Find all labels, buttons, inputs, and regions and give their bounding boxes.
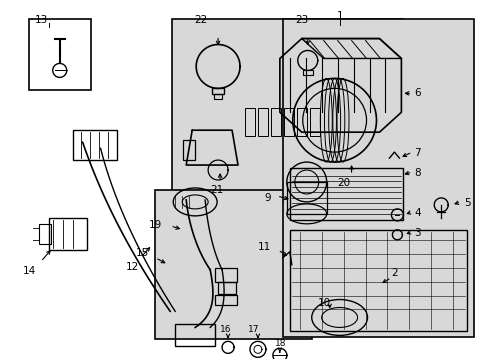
Text: 2: 2	[390, 268, 397, 278]
Text: 12: 12	[125, 262, 139, 272]
Text: 22: 22	[194, 15, 207, 24]
Text: 5: 5	[463, 198, 470, 208]
Text: 20: 20	[337, 178, 350, 188]
Text: 16: 16	[220, 325, 231, 334]
Bar	[270, 108, 280, 136]
Text: 7: 7	[413, 148, 420, 158]
Text: 3: 3	[413, 228, 420, 238]
Bar	[282, 19, 473, 337]
Text: 18: 18	[274, 339, 286, 348]
Text: 21: 21	[210, 185, 223, 195]
Bar	[29, 19, 90, 90]
Bar	[218, 282, 236, 293]
Bar	[289, 230, 466, 332]
Text: 9: 9	[264, 193, 270, 203]
Text: 4: 4	[413, 208, 420, 218]
Bar	[175, 324, 215, 346]
Bar	[155, 190, 311, 339]
Bar	[309, 108, 319, 136]
Text: 14: 14	[23, 266, 36, 276]
Bar	[289, 168, 403, 220]
Text: 8: 8	[413, 168, 420, 178]
Bar	[39, 224, 51, 244]
Text: 1: 1	[336, 11, 342, 21]
Bar	[258, 108, 267, 136]
Bar	[283, 108, 293, 136]
Bar	[244, 108, 254, 136]
Text: 11: 11	[258, 242, 271, 252]
Text: 10: 10	[317, 298, 330, 307]
Bar	[214, 94, 222, 99]
Text: 13: 13	[35, 15, 48, 24]
Bar	[183, 140, 195, 160]
Bar	[172, 19, 403, 193]
Text: 15: 15	[135, 248, 148, 258]
Bar	[302, 71, 312, 75]
Bar	[215, 294, 237, 305]
Bar	[286, 182, 326, 214]
Text: 19: 19	[148, 220, 162, 230]
Bar	[215, 268, 237, 282]
Bar	[212, 88, 224, 94]
Bar	[73, 130, 117, 160]
Text: 17: 17	[247, 325, 259, 334]
Bar	[296, 108, 306, 136]
Bar	[49, 218, 86, 250]
Text: 6: 6	[413, 88, 420, 98]
Text: 23: 23	[294, 15, 307, 24]
